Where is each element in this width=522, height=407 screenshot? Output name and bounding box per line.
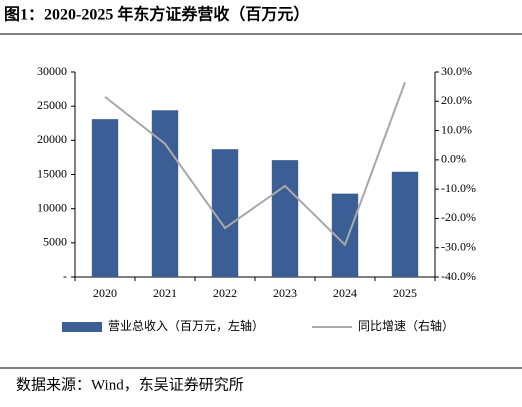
y2-tick-label: 10.0%	[441, 122, 472, 136]
bar	[91, 119, 119, 278]
y-tick-label: -	[63, 269, 67, 283]
y2-tick-label: -30.0%	[441, 239, 476, 253]
x-tick-label: 2025	[393, 286, 417, 300]
y-tick-label: 10000	[37, 200, 67, 214]
y2-tick-label: 30.0%	[441, 64, 472, 78]
y2-tick-label: 20.0%	[441, 93, 472, 107]
chart-title: 图1：2020-2025 年东方证券营收（百万元）	[4, 5, 309, 24]
legend-label: 营业总收入（百万元，左轴）	[108, 318, 264, 333]
y-tick-label: 30000	[37, 64, 67, 78]
legend-label: 同比增速（右轴）	[358, 318, 454, 333]
x-tick-label: 2024	[333, 286, 357, 300]
y-tick-label: 20000	[37, 132, 67, 146]
bar	[211, 149, 239, 277]
x-tick-label: 2021	[153, 286, 177, 300]
bar	[391, 171, 419, 277]
legend-swatch	[62, 322, 102, 332]
y-tick-label: 5000	[43, 235, 67, 249]
y2-tick-label: -40.0%	[441, 269, 476, 283]
line	[104, 81, 406, 247]
y2-tick-label: -20.0%	[441, 210, 476, 224]
y2-tick-label: 0.0%	[441, 152, 466, 166]
y-tick-label: 15000	[37, 166, 67, 180]
x-tick-label: 2022	[213, 286, 237, 300]
bar	[271, 160, 299, 277]
source: 数据来源：Wind，东吴证券研究所	[16, 376, 244, 393]
y2-tick-label: -10.0%	[441, 181, 476, 195]
y-tick-label: 25000	[37, 98, 67, 112]
x-tick-label: 2020	[93, 286, 117, 300]
x-tick-label: 2023	[273, 286, 297, 300]
